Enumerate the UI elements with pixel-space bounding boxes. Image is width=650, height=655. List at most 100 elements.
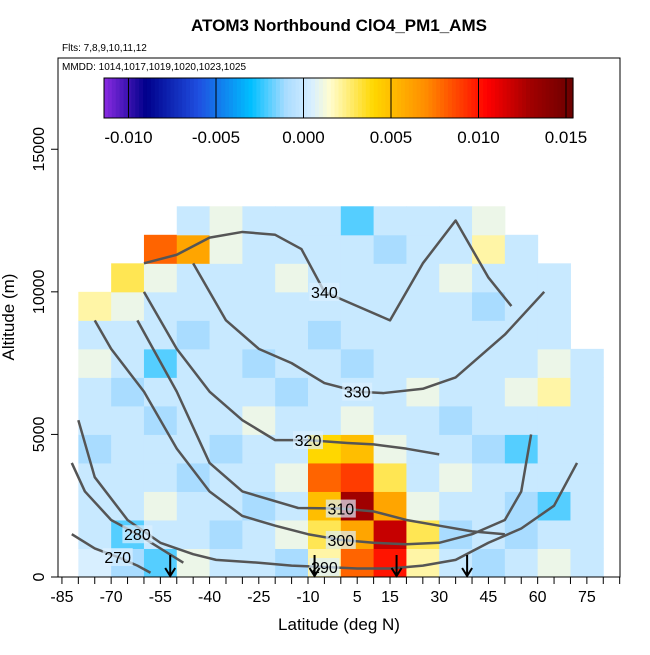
heat-cell xyxy=(537,462,571,492)
colorbar-tick-label: -0.005 xyxy=(192,128,240,147)
colorbar-step xyxy=(475,78,480,118)
colorbar-step xyxy=(424,78,429,118)
x-tick-label: -70 xyxy=(100,589,123,606)
plot-frame xyxy=(57,57,621,578)
colorbar-step xyxy=(252,78,258,118)
heat-cell xyxy=(209,548,243,578)
colorbar-step xyxy=(225,78,230,118)
heat-cell xyxy=(570,548,604,578)
colorbar-step xyxy=(311,78,316,118)
contour-label: 280 xyxy=(124,527,151,544)
heat-cell xyxy=(504,548,539,578)
colorbar-step xyxy=(416,78,422,118)
heat-cell xyxy=(537,320,571,350)
heat-cell xyxy=(570,405,604,435)
colorbar-step xyxy=(440,78,445,118)
heat-cell xyxy=(176,434,211,464)
colorbar-step xyxy=(444,78,449,118)
colorbar-step xyxy=(330,78,336,118)
heat-cell xyxy=(472,206,506,236)
colorbar-step xyxy=(569,78,574,118)
heat-cell xyxy=(111,377,145,407)
heat-cell xyxy=(406,491,440,521)
colorbar-step xyxy=(326,78,332,118)
colorbar-step xyxy=(287,78,293,118)
heat-cell xyxy=(143,263,178,293)
heat-cell xyxy=(504,491,539,521)
heat-cell xyxy=(307,234,342,264)
heat-cell xyxy=(340,434,375,464)
colorbar-step xyxy=(315,78,320,118)
heat-cell xyxy=(472,291,506,321)
colorbar-step xyxy=(455,78,461,118)
colorbar-step xyxy=(275,78,281,118)
heat-cell xyxy=(406,263,440,293)
colorbar-step xyxy=(338,78,344,118)
heat-cell xyxy=(176,348,211,378)
heat-cell xyxy=(143,320,178,350)
colorbar-step xyxy=(447,78,453,118)
colorbar-step xyxy=(143,78,148,118)
colorbar-step xyxy=(490,78,496,118)
colorbar-step xyxy=(217,78,222,118)
colorbar-step xyxy=(381,78,386,118)
contour-label: 270 xyxy=(104,550,131,567)
contour-label: 310 xyxy=(327,502,354,519)
x-tick-label: 15 xyxy=(381,589,399,606)
heat-cell xyxy=(570,462,604,492)
heat-cell xyxy=(209,377,243,407)
heat-cell xyxy=(111,405,145,435)
heat-cell xyxy=(439,491,473,521)
colorbar-step xyxy=(369,78,375,118)
colorbar-step xyxy=(483,78,488,118)
heat-cell xyxy=(439,462,473,492)
colorbar-step xyxy=(342,78,347,118)
colorbar-step xyxy=(201,78,207,118)
contour-label-bg xyxy=(292,431,323,450)
heat-cell xyxy=(307,320,342,350)
colorbar-step xyxy=(291,78,297,118)
heat-cell xyxy=(111,434,145,464)
heat-cell xyxy=(307,377,342,407)
colorbar-step xyxy=(526,78,531,118)
colorbar-step xyxy=(541,78,547,118)
heat-cell xyxy=(373,320,407,350)
colorbar-step xyxy=(459,78,465,118)
flight-arrow xyxy=(308,555,321,578)
heat-cell xyxy=(111,462,145,492)
contour-label-bg xyxy=(325,530,356,549)
heat-cell xyxy=(176,263,211,293)
heat-cell xyxy=(472,405,506,435)
x-tick-label: -25 xyxy=(247,589,270,606)
heat-cell xyxy=(78,348,112,378)
heat-cell xyxy=(406,206,440,236)
colorbar-step xyxy=(119,78,125,118)
colorbar-step xyxy=(221,78,226,118)
contour-label: 340 xyxy=(311,285,338,302)
colorbar-step xyxy=(334,78,340,118)
colorbar-step xyxy=(162,78,168,118)
colorbar-step xyxy=(127,78,132,118)
heat-cell xyxy=(472,377,506,407)
heat-cell xyxy=(242,434,276,464)
colorbar-step xyxy=(299,78,304,118)
heat-cell xyxy=(537,291,571,321)
x-tick-label: -55 xyxy=(149,589,172,606)
heat-cell xyxy=(537,405,571,435)
heat-cell xyxy=(439,405,473,435)
colorbar-step xyxy=(193,78,199,118)
chart-title: ATOM3 Northbound ClO4_PM1_AMS xyxy=(191,16,487,35)
heat-cell xyxy=(209,320,243,350)
heat-cell xyxy=(78,320,112,350)
colorbar-step xyxy=(533,78,539,118)
colorbar-step xyxy=(256,78,261,118)
colorbar-step xyxy=(131,78,136,118)
colorbar-step xyxy=(510,78,515,118)
y-axis-label: Altitude (m) xyxy=(0,274,18,361)
colorbar-step xyxy=(565,78,570,118)
heat-cell xyxy=(307,462,342,492)
heat-cell xyxy=(406,405,440,435)
heat-cell xyxy=(340,405,375,435)
heat-cell xyxy=(406,348,440,378)
